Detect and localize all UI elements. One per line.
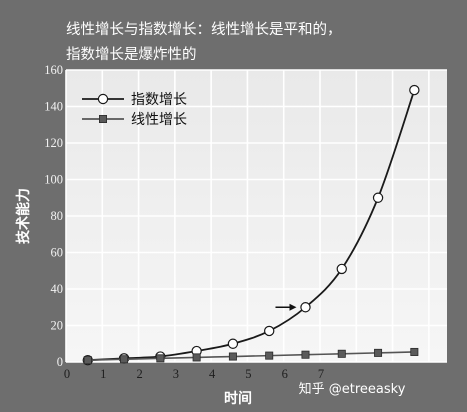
data-point-circle xyxy=(300,302,311,313)
x-tick-label: 6 xyxy=(282,367,288,381)
data-point-square xyxy=(265,351,274,360)
x-tick-label: 1 xyxy=(100,367,106,381)
y-axis-label: 技术能力 xyxy=(15,188,32,244)
data-point-circle xyxy=(372,192,384,203)
y-axis-tick-labels: 0 20 40 60 80 100 120 140 160 xyxy=(44,63,63,369)
x-tick-label: 5 xyxy=(245,367,251,381)
series-line xyxy=(87,89,416,362)
data-point-square xyxy=(156,354,165,363)
legend-marker-circle xyxy=(97,93,109,105)
x-tick-label: 2 xyxy=(136,367,142,381)
data-point-square xyxy=(228,352,237,361)
grid-lines xyxy=(65,69,447,363)
data-point-square xyxy=(120,355,129,364)
chart-title-line-2: 指数增长是爆炸性的 xyxy=(66,47,197,63)
y-tick-label: 0 xyxy=(57,355,63,369)
watermark: 知乎 @etreeasky xyxy=(299,381,406,397)
y-tick-label: 60 xyxy=(51,246,64,260)
y-tick-label: 160 xyxy=(44,63,63,77)
series-linear xyxy=(83,347,419,365)
x-tick-label: 3 xyxy=(173,367,179,381)
series-line xyxy=(87,351,415,361)
data-point-square xyxy=(301,350,310,359)
x-axis-tick-labels: 0 1 2 3 4 5 6 7 xyxy=(64,367,324,381)
data-point-square xyxy=(410,347,419,356)
series-layer xyxy=(82,84,420,366)
legend-label: 指数增长 xyxy=(131,92,187,108)
data-point-square xyxy=(192,353,201,362)
y-tick-label: 80 xyxy=(51,209,64,223)
y-tick-label: 120 xyxy=(44,136,63,150)
legend-label: 线性增长 xyxy=(131,112,187,128)
y-tick-label: 40 xyxy=(51,282,64,296)
chart-title-line-1: 线性增长与指数增长：线性增长是平和的， xyxy=(66,22,342,38)
data-point-circle xyxy=(409,84,420,96)
annotation-arrow-head xyxy=(289,303,297,311)
y-tick-label: 20 xyxy=(51,319,64,333)
x-tick-label: 0 xyxy=(64,367,70,381)
data-point-square xyxy=(337,349,346,358)
legend-marker-square xyxy=(99,115,108,124)
chart-title: 线性增长与指数增长：线性增长是平和的， 指数增长是爆炸性的 xyxy=(66,18,446,68)
y-tick-label: 100 xyxy=(44,173,63,187)
data-point-circle xyxy=(227,338,239,349)
data-point-circle xyxy=(336,263,347,275)
data-point-square xyxy=(83,356,92,365)
y-tick-label: 140 xyxy=(44,100,63,114)
data-point-square xyxy=(374,348,383,357)
annotation-arrow xyxy=(275,303,297,311)
x-tick-label: 7 xyxy=(318,367,324,381)
data-point-circle xyxy=(264,325,275,337)
x-tick-label: 4 xyxy=(209,367,216,381)
x-axis-label: 时间 xyxy=(224,390,252,407)
